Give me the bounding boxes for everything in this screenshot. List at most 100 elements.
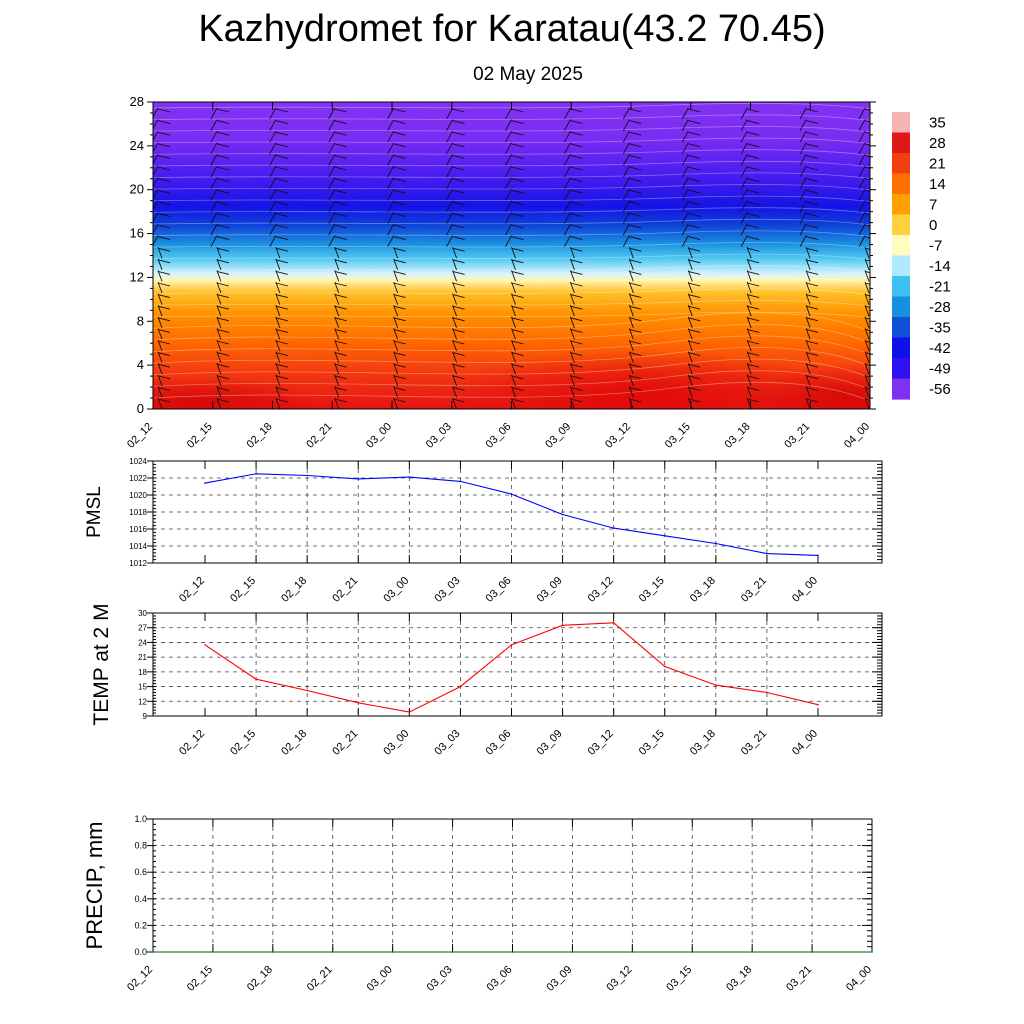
wind-barb [153,107,159,119]
wind-barb-flag [452,386,465,391]
wind-barb [275,363,281,375]
wind-barb-flag [688,363,701,368]
wind-barb-flag [216,108,230,113]
data-point [561,513,564,516]
wind-barb [864,316,870,328]
wind-barb [452,270,458,282]
wind-barb-flag [216,375,230,380]
wind-barb-flag [805,166,819,171]
wind-barb [805,281,811,294]
wind-barb-flag [393,386,406,391]
contour-line [153,276,870,283]
data-point [663,665,666,668]
wind-barb-flag [393,305,406,310]
wind-barb [446,235,453,247]
wind-barb-flag [216,166,230,171]
wind-barb [511,258,516,270]
data-point [152,951,154,953]
wind-barb-flag [157,328,171,333]
data-point [459,685,462,688]
wind-barb-flag [570,166,583,171]
wind-barb-flag [688,189,701,194]
wind-barb [446,154,453,166]
colorbar-label: -14 [929,258,951,275]
wind-barb-flag [864,120,870,123]
wind-barb-flag [747,108,760,113]
wind-barb-flag [805,363,819,368]
wind-barb-flag [688,282,701,287]
x-tick-label: 03_21 [782,421,812,451]
wind-barb-flag [511,294,524,299]
wind-barb [387,165,395,178]
wind-barb [210,107,218,120]
wind-barb-flag [805,236,819,241]
wind-barb [393,247,399,259]
wind-barb-flag [275,189,288,194]
wind-barb-flag [688,131,701,136]
data-point [510,493,513,495]
wind-barb-flag [511,328,524,333]
wind-barb [387,212,395,224]
wind-barb-flag [275,352,288,357]
wind-barb-flag [452,398,465,403]
wind-barb [505,130,512,143]
wind-barb-flag [334,247,347,252]
wind-barb-flag [334,120,347,125]
wind-barb [858,177,866,189]
contour-line [153,312,870,331]
wind-barb [393,305,399,317]
wind-barb [328,200,336,213]
wind-barb-flag [275,294,288,299]
wind-barb [687,363,693,375]
wind-barb-flag [511,386,524,391]
wind-barb-flag [452,236,465,241]
contour-lines [153,102,870,401]
x-tick-label: 03_21 [784,964,814,994]
y-tick-label: 1014 [129,542,147,551]
wind-barb-flag [747,340,760,345]
wind-barb-flag [629,247,642,252]
wind-barb [628,328,634,340]
wind-barb [681,177,689,189]
wind-barb [269,130,277,143]
wind-barb-flag [570,131,583,136]
wind-barb-flag [805,154,819,159]
wind-barb-flag [452,247,465,252]
wind-barb [511,281,516,294]
wind-barb [681,235,689,247]
wind-barb [153,177,159,188]
wind-barb-flag [747,154,760,159]
x-tick-label: 02_12 [125,964,155,994]
wind-barb-flag [747,120,760,125]
contour-line [153,207,870,214]
wind-barb-flag [511,143,524,148]
wind-barb-flag [511,120,524,125]
wind-barb [275,316,281,328]
wind-barb-flag [805,224,819,229]
wind-barb-flag [216,328,230,333]
wind-barb-flag [216,282,230,287]
x-tick-label: 03_03 [425,964,455,994]
wind-barb-flag [629,224,642,229]
wind-barb [328,130,336,143]
data-point [408,711,411,713]
wind-barb [153,142,159,153]
wind-barb-flag [805,328,819,333]
wind-barb [687,316,693,328]
wind-barb [157,397,163,409]
data-point [817,703,819,706]
wind-barb-flag [747,224,760,229]
panel-2: 9 12 15 18 21 24 27 30 02_12 02_15 02_18 02_21 03_00… [90,603,883,758]
x-tick-label: 03_18 [688,575,718,605]
wind-barb [328,235,336,247]
wind-barb [799,200,807,213]
contour-line [153,358,870,377]
wind-barb-flag [511,282,524,287]
wind-barb-flag [864,108,870,111]
wind-barb-flag [452,317,465,322]
wind-barb-flag [334,398,347,403]
wind-barb [622,154,630,166]
wind-barb [569,316,575,328]
wind-barb [334,386,340,398]
wind-barb [157,293,163,305]
